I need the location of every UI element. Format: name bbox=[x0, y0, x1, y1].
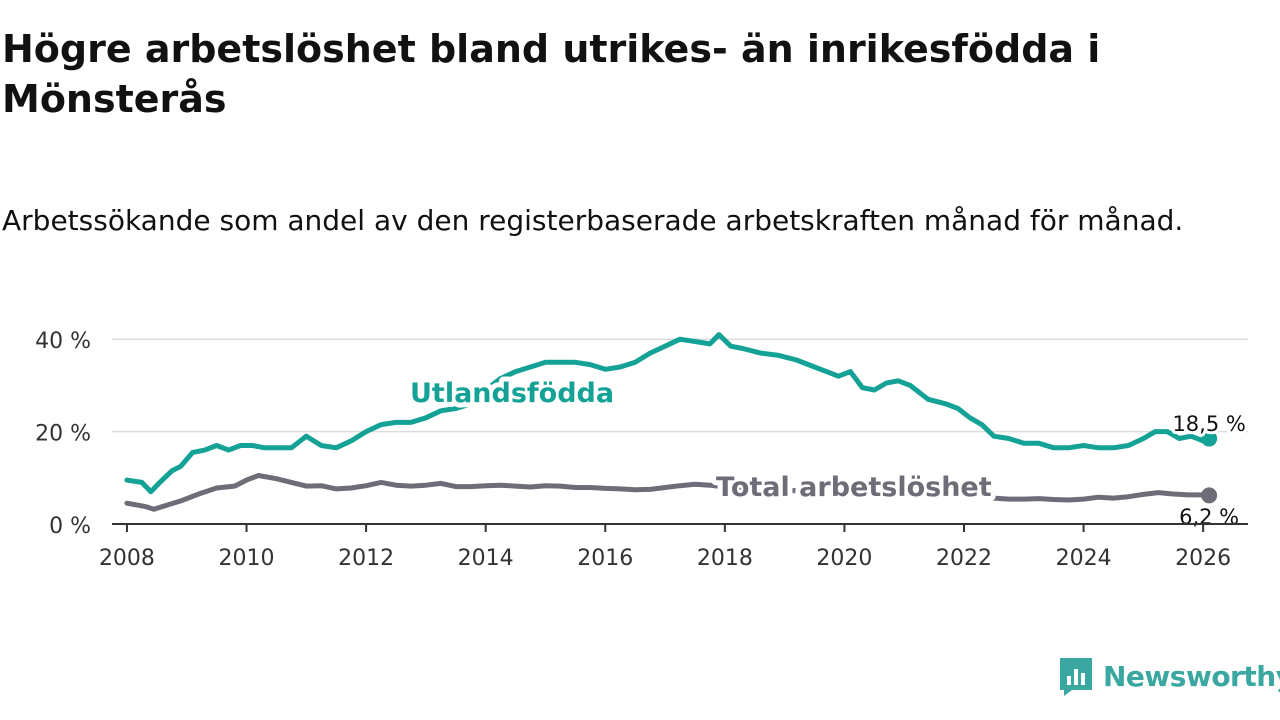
x-tick-label: 2022 bbox=[936, 546, 992, 571]
x-tick-label: 2016 bbox=[577, 546, 633, 571]
axis-layer: 0 % 20 % 40 % 2008 2010 2012 2014 2016 2018 2020 2… bbox=[35, 329, 1248, 571]
end-label-utlandsfodda-halo: 18,5 % bbox=[1172, 412, 1245, 436]
series-label-total-halo: Total arbetslöshet bbox=[716, 472, 992, 503]
x-tick-label: 2024 bbox=[1056, 546, 1112, 571]
x-tick-label: 2018 bbox=[697, 546, 753, 571]
y-tick-label: 20 % bbox=[35, 422, 91, 447]
brand-footer: Newsworthy bbox=[1058, 654, 1280, 698]
grid-layer bbox=[112, 338, 1248, 433]
x-tick-label: 2010 bbox=[219, 546, 275, 571]
end-point-utlandsfodda bbox=[1201, 430, 1218, 447]
end-point-total bbox=[1201, 487, 1218, 504]
y-tick-label: 0 % bbox=[49, 514, 91, 539]
series-label-total: Total arbetslöshet bbox=[716, 472, 992, 503]
y-tick-label: 40 % bbox=[35, 329, 91, 354]
x-tick-label: 2008 bbox=[99, 546, 155, 571]
end-label-utlandsfodda: 18,5 % bbox=[1172, 412, 1245, 436]
brand-name: Newsworthy bbox=[1103, 659, 1280, 693]
series-label-utlandsfodda-halo: Utlandsfödda bbox=[410, 378, 614, 409]
page-subtitle: Arbetssökande som andel av den registerb… bbox=[2, 204, 1184, 237]
end-label-total: 6,2 % bbox=[1179, 505, 1239, 529]
x-tick-label: 2026 bbox=[1175, 546, 1231, 571]
series-line-total bbox=[124, 473, 1212, 512]
page-title: Högre arbetslöshet bland utrikes- än inr… bbox=[2, 27, 1101, 121]
x-tick-label: 2020 bbox=[816, 546, 872, 571]
x-tick-label: 2012 bbox=[338, 546, 394, 571]
series-line-utlandsfodda bbox=[124, 332, 1212, 495]
x-tick-label: 2014 bbox=[458, 546, 514, 571]
series-layer bbox=[124, 332, 1218, 512]
series-label-utlandsfodda: Utlandsfödda bbox=[410, 378, 614, 409]
newsworthy-logo-icon bbox=[1060, 658, 1092, 696]
